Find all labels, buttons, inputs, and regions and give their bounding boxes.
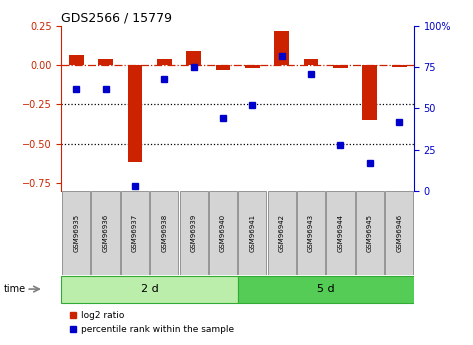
Bar (237, 276, 414, 303)
Bar (238, 191, 266, 275)
Bar (356, 191, 384, 275)
Bar (186, 51, 201, 65)
Bar (297, 191, 325, 275)
Bar (245, 65, 260, 68)
Bar (216, 65, 230, 70)
Text: GSM96940: GSM96940 (220, 214, 226, 252)
Text: 5 d: 5 d (317, 284, 334, 294)
Bar (209, 191, 237, 275)
Text: GSM96944: GSM96944 (337, 214, 343, 252)
Bar (128, 65, 142, 162)
Bar (274, 31, 289, 65)
Bar (121, 191, 149, 275)
Text: GSM96937: GSM96937 (132, 214, 138, 252)
Bar (180, 191, 208, 275)
Text: GSM96938: GSM96938 (161, 214, 167, 252)
Bar (333, 65, 348, 68)
Text: time: time (4, 284, 26, 294)
Bar (362, 65, 377, 120)
Text: GSM96945: GSM96945 (367, 214, 373, 252)
Text: GSM96936: GSM96936 (103, 214, 108, 252)
Bar (392, 65, 406, 67)
Bar (304, 59, 318, 65)
Text: GDS2566 / 15779: GDS2566 / 15779 (61, 12, 173, 25)
Text: GSM96946: GSM96946 (396, 214, 402, 252)
Bar (268, 191, 296, 275)
Bar (157, 59, 172, 65)
Bar (98, 59, 113, 65)
Legend: log2 ratio, percentile rank within the sample: log2 ratio, percentile rank within the s… (66, 308, 238, 337)
Bar (91, 191, 120, 275)
Bar (385, 191, 413, 275)
Bar (69, 55, 84, 65)
Text: GSM96935: GSM96935 (73, 214, 79, 252)
Bar (62, 191, 90, 275)
Text: GSM96943: GSM96943 (308, 214, 314, 252)
Text: 2 d: 2 d (140, 284, 158, 294)
Text: GSM96941: GSM96941 (249, 214, 255, 252)
Bar (326, 191, 355, 275)
Text: GSM96942: GSM96942 (279, 214, 285, 252)
Text: GSM96939: GSM96939 (191, 214, 197, 252)
Bar (150, 191, 178, 275)
Bar (61, 276, 237, 303)
